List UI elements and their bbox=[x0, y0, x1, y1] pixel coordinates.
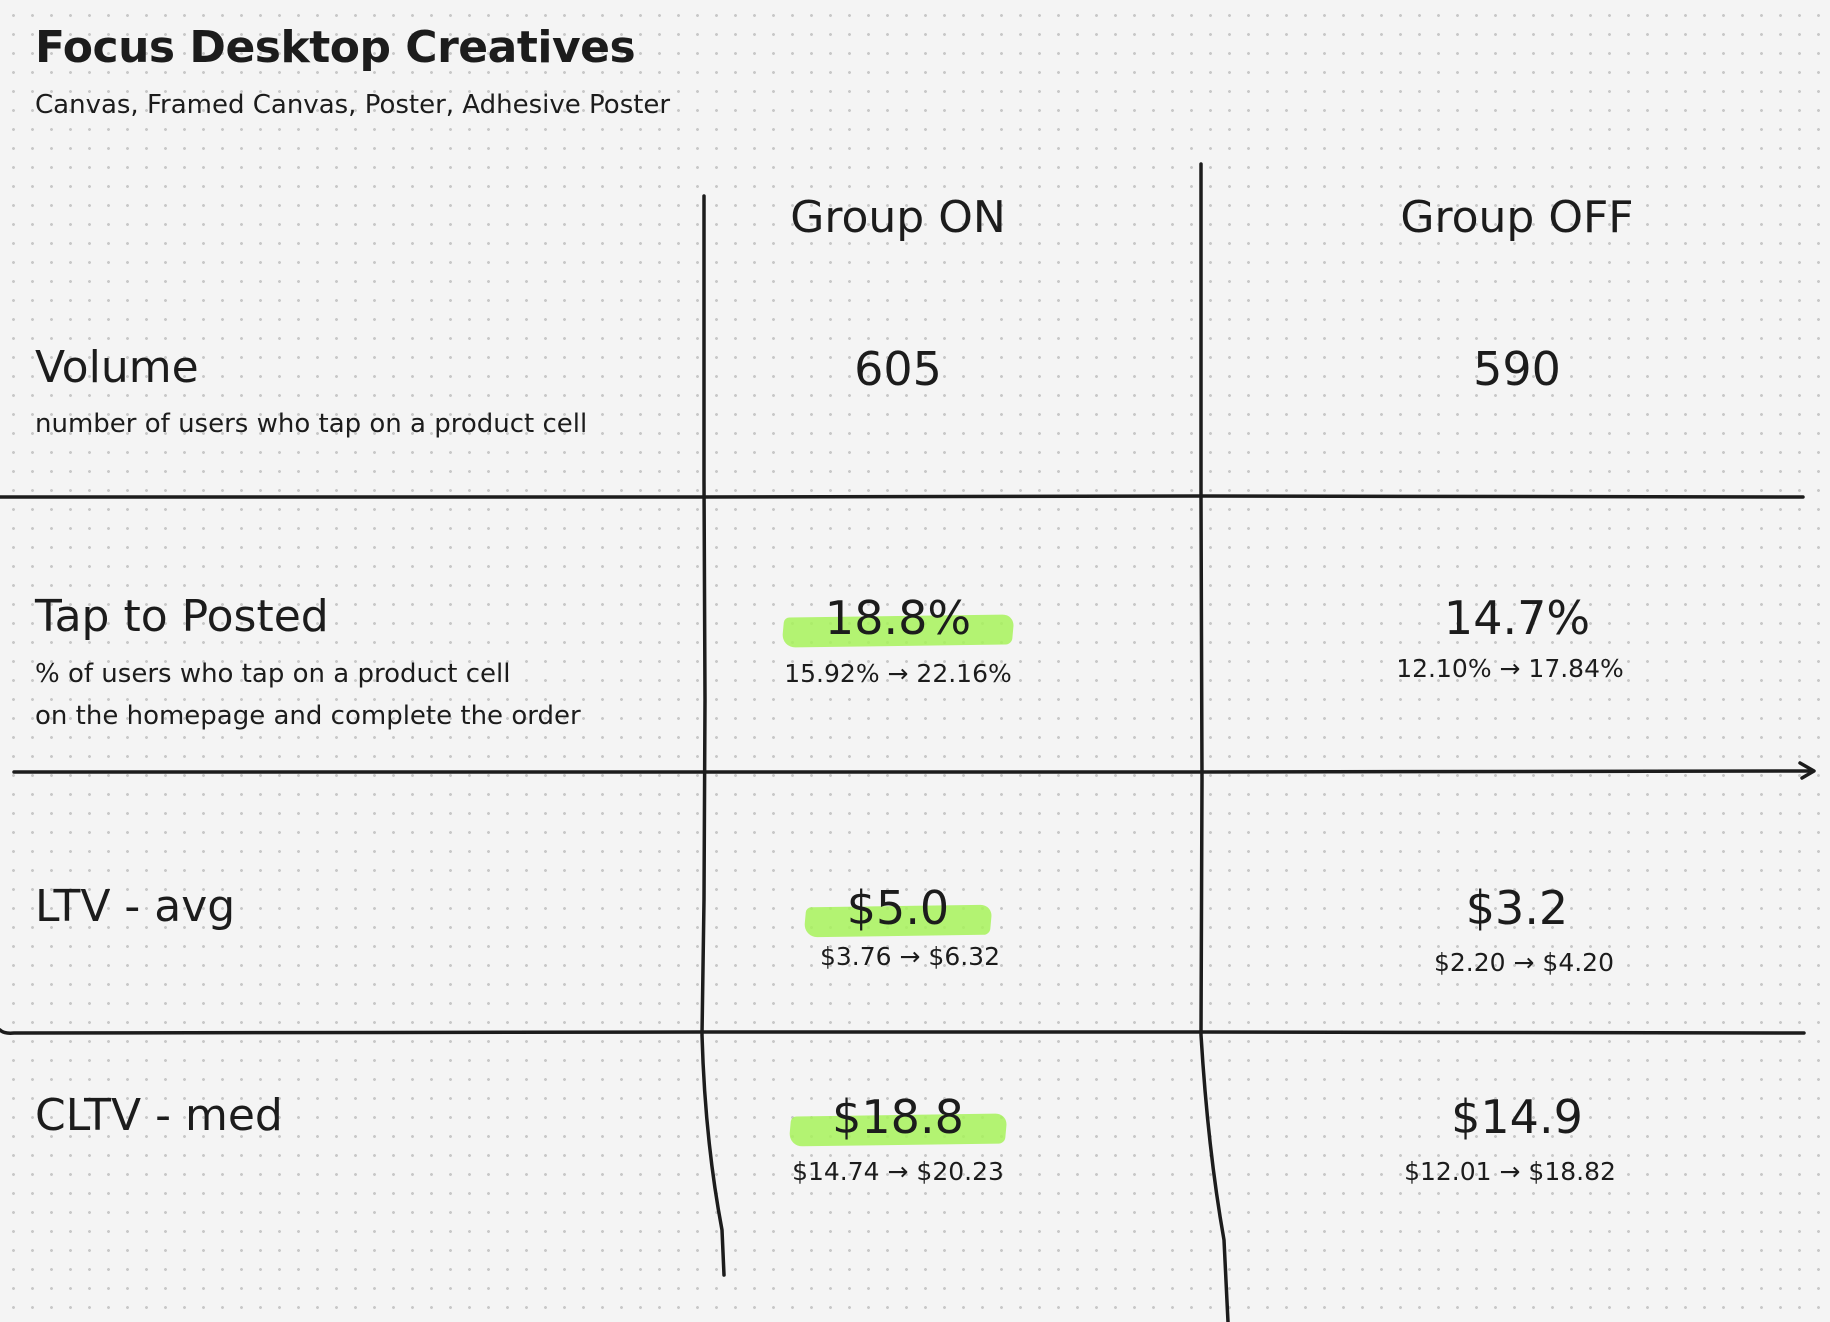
highlight-marker: $18.8 bbox=[828, 1090, 968, 1144]
ltv-avg-on-value-cell: $5.0 bbox=[648, 881, 1148, 935]
ltv-avg-on-value: $5.0 bbox=[846, 881, 950, 935]
volume-on-value: 605 bbox=[854, 342, 942, 396]
highlight-marker: 18.8% bbox=[821, 591, 975, 645]
tap-to-posted-on-value: 18.8% bbox=[824, 591, 972, 645]
tap-to-posted-on-value-cell: 18.8% bbox=[648, 591, 1148, 645]
row-divider-3 bbox=[0, 1028, 1806, 1035]
cltv-med-on-value: $18.8 bbox=[832, 1090, 964, 1144]
metric-name-volume: Volume bbox=[35, 342, 199, 393]
metric-name-ltv-avg: LTV - avg bbox=[35, 881, 236, 932]
metric-name-tap-to-posted: Tap to Posted bbox=[35, 591, 329, 642]
cltv-med-off-range: $12.01 → $18.82 bbox=[1404, 1157, 1616, 1186]
tap-to-posted-on-range: 15.92% → 22.16% bbox=[784, 659, 1012, 688]
tap-to-posted-off-value: 14.7% bbox=[1443, 591, 1591, 645]
cltv-med-on-range: $14.74 → $20.23 bbox=[792, 1157, 1004, 1186]
row-divider-1 bbox=[0, 494, 1805, 499]
metric-name-cltv-med: CLTV - med bbox=[35, 1090, 283, 1141]
ltv-avg-on-range: $3.76 → $6.32 bbox=[820, 942, 1000, 971]
page-title: Focus Desktop Creatives bbox=[35, 22, 636, 73]
column-header-group-off: Group OFF bbox=[1400, 192, 1634, 243]
column-header-group-on: Group ON bbox=[790, 192, 1006, 243]
column-divider-2 bbox=[1199, 162, 1230, 1322]
ltv-avg-off-value: $3.2 bbox=[1465, 881, 1569, 935]
cltv-med-on-value-cell: $18.8 bbox=[648, 1090, 1148, 1144]
tap-to-posted-off-range: 12.10% → 17.84% bbox=[1396, 654, 1624, 683]
row-divider-2-arrowhead bbox=[1798, 761, 1816, 780]
cltv-med-off-value: $14.9 bbox=[1451, 1090, 1583, 1144]
row-divider-2 bbox=[12, 769, 1814, 774]
metric-desc-tap-to-posted-line1: % of users who tap on a product cell bbox=[35, 659, 511, 689]
page-subtitle: Canvas, Framed Canvas, Poster, Adhesive … bbox=[35, 90, 671, 120]
metric-desc-tap-to-posted-line2: on the homepage and complete the order bbox=[35, 701, 581, 731]
highlight-marker: $5.0 bbox=[843, 881, 953, 935]
metric-desc-volume: number of users who tap on a product cel… bbox=[35, 409, 588, 439]
volume-off-value: 590 bbox=[1473, 342, 1561, 396]
ltv-avg-off-range: $2.20 → $4.20 bbox=[1434, 948, 1614, 977]
